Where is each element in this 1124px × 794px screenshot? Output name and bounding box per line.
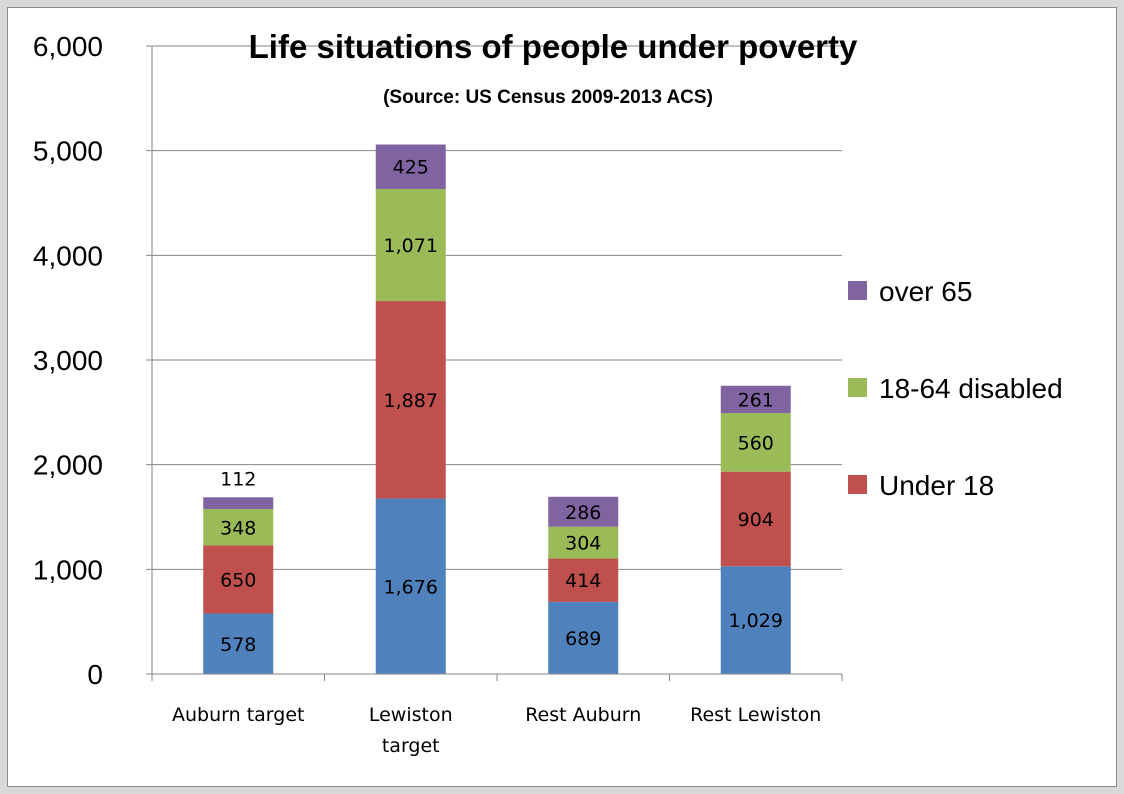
data-label: 904 bbox=[738, 509, 774, 531]
x-tick-label: target bbox=[382, 735, 440, 757]
bar-segment bbox=[375, 188, 446, 302]
data-labels: 578 650 348 112 1,676 1,887 1,071 425 689 414 304 2… bbox=[220, 157, 783, 656]
data-label: 560 bbox=[738, 432, 774, 454]
bar-segment bbox=[203, 613, 274, 674]
legend: over 65 18-64 disabled Under 18 bbox=[848, 276, 1063, 501]
bar-segment bbox=[548, 526, 619, 559]
legend-label: 18-64 disabled bbox=[879, 373, 1063, 404]
x-tick-label: Rest Lewiston bbox=[690, 704, 821, 726]
data-label: 112 bbox=[220, 468, 256, 490]
bar-segment bbox=[548, 558, 619, 602]
chart-title: Life situations of people under poverty bbox=[249, 28, 858, 65]
data-label: 650 bbox=[220, 569, 256, 591]
data-label: 1,071 bbox=[384, 235, 438, 257]
bar-segment bbox=[720, 471, 791, 567]
data-label: 1,029 bbox=[729, 610, 783, 632]
data-label: 689 bbox=[565, 628, 601, 650]
chart-subtitle: (Source: US Census 2009-2013 ACS) bbox=[383, 87, 713, 108]
data-label: 1,676 bbox=[384, 576, 438, 598]
bar-segment bbox=[548, 496, 619, 527]
y-tick-label: 1,000 bbox=[33, 554, 103, 585]
x-tick-label: Rest Auburn bbox=[525, 704, 641, 726]
data-label: 414 bbox=[565, 570, 601, 592]
legend-label: over 65 bbox=[879, 276, 972, 307]
x-axis-labels: Auburn target Lewiston target Rest Auburn Re… bbox=[172, 704, 821, 757]
y-tick-label: 0 bbox=[87, 659, 103, 690]
data-label: 348 bbox=[220, 517, 256, 539]
data-label: 425 bbox=[393, 157, 429, 179]
bars bbox=[203, 144, 791, 674]
legend-swatch bbox=[848, 378, 867, 397]
legend-label: Under 18 bbox=[879, 470, 994, 501]
x-tick-label: Lewiston bbox=[369, 704, 453, 726]
bar-segment bbox=[375, 144, 446, 189]
bar-segment bbox=[375, 498, 446, 674]
bar-segment bbox=[720, 385, 791, 414]
bar-segment bbox=[203, 509, 274, 546]
bar-segment bbox=[375, 301, 446, 499]
data-label: 286 bbox=[565, 502, 601, 524]
data-label: 261 bbox=[738, 389, 774, 411]
bar-segment bbox=[203, 497, 274, 510]
data-label: 1,887 bbox=[384, 390, 438, 412]
data-label: 304 bbox=[565, 533, 601, 555]
bar-segment bbox=[203, 545, 274, 614]
y-tick-label: 3,000 bbox=[33, 345, 103, 376]
y-tick-label: 2,000 bbox=[33, 450, 103, 481]
y-tick-label: 6,000 bbox=[33, 31, 103, 62]
data-label: 578 bbox=[220, 634, 256, 656]
x-tick-label: Auburn target bbox=[172, 704, 304, 726]
bar-segment bbox=[720, 413, 791, 472]
y-tick-label: 5,000 bbox=[33, 136, 103, 167]
legend-swatch bbox=[848, 475, 867, 494]
y-axis-ticks: 0 1,000 2,000 3,000 4,000 5,000 6,000 bbox=[33, 31, 103, 690]
axes bbox=[146, 45, 843, 681]
legend-swatch bbox=[848, 281, 867, 300]
y-tick-label: 4,000 bbox=[33, 240, 103, 271]
bar-segment bbox=[720, 566, 791, 674]
bar-segment bbox=[548, 601, 619, 674]
